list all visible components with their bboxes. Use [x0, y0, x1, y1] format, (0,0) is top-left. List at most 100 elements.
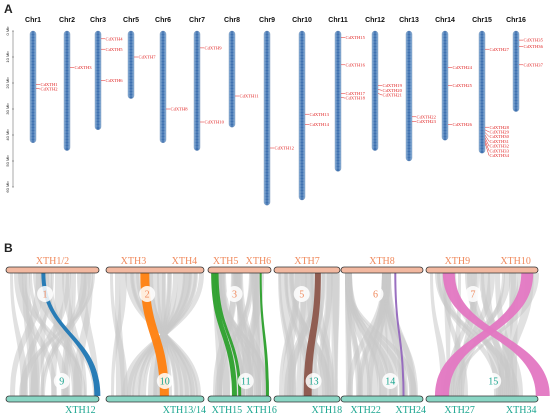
- chromosome-chr6: Chr6 CdXTH8: [155, 17, 188, 144]
- chromosome-chr8: Chr8 CdXTH11: [224, 17, 260, 128]
- top-segment: [207, 266, 272, 274]
- bottom-pair-number: 9: [59, 377, 64, 388]
- gene-label: CdXTH3: [75, 65, 93, 70]
- top-gene-label: XTH9: [445, 256, 471, 267]
- background-ribbon: [240, 273, 264, 396]
- highlight-ribbon: [211, 273, 237, 396]
- synteny-block-5: XTH8 XTH22 XTH24 6 14: [340, 256, 426, 416]
- pair-number-badge: [465, 286, 482, 302]
- gene-label: CdXTH24: [453, 65, 473, 70]
- top-gene-label: XTH10: [500, 256, 531, 267]
- gene-label: CdXTH6: [106, 78, 124, 83]
- background-ribbon: [111, 273, 127, 396]
- bottom-gene-label: XTH12: [65, 405, 96, 416]
- chromosome-label: Chr14: [435, 17, 455, 24]
- bottom-segment: [105, 395, 205, 403]
- bottom-pair-number: 14: [385, 377, 395, 388]
- gene-label: CdXTH36: [524, 44, 544, 49]
- scale-label: 40 Mb: [5, 129, 10, 141]
- gene-marker: [377, 93, 383, 96]
- gene-label: CdXTH10: [205, 120, 225, 125]
- bottom-gene-label: XTH24: [395, 405, 426, 416]
- background-ribbon: [435, 273, 519, 396]
- top-pair-number: 2: [145, 290, 150, 301]
- chromosome-label: Chr10: [292, 17, 312, 24]
- gene-label: CdXTH37: [524, 62, 544, 67]
- top-segment: [340, 266, 424, 274]
- chromosome-label: Chr2: [59, 17, 75, 24]
- background-ribbon: [345, 273, 387, 396]
- chromosome-bar: [371, 30, 379, 151]
- chromosome-chr7: Chr7 CdXTH9 CdXTH10: [189, 17, 225, 151]
- top-pair-number: 6: [373, 290, 378, 301]
- gene-label: CdXTH11: [240, 94, 260, 99]
- gene-label: CdXTH7: [139, 55, 157, 60]
- scale-label: 0 Mb: [5, 26, 10, 36]
- bottom-gene-label: XTH16: [246, 405, 277, 416]
- scale-label: 50 Mb: [5, 155, 10, 167]
- top-gene-label: XTH5: [213, 256, 239, 267]
- chromosome-bar: [441, 30, 449, 141]
- background-ribbon: [430, 273, 448, 396]
- pair-number-badge: [156, 373, 173, 389]
- chromosome-bar: [478, 30, 486, 154]
- gene-label: CdXTH2: [41, 87, 59, 92]
- top-segment: [425, 266, 539, 274]
- highlight-ribbon: [394, 273, 405, 396]
- background-ribbon: [18, 273, 86, 396]
- bottom-pair-number: 15: [488, 377, 498, 388]
- synteny-block-2: XTH3 XTH4 XTH13/14 2 10: [105, 256, 206, 416]
- gene-label: CdXTH30: [490, 134, 510, 139]
- highlight-ribbon: [140, 273, 169, 396]
- gene-label: CdXTH23: [417, 119, 437, 124]
- gene-label: CdXTH20: [383, 88, 403, 93]
- chromosome-label: Chr8: [224, 17, 240, 24]
- gene-label: CdXTH31: [490, 139, 510, 144]
- top-segment: [105, 266, 205, 274]
- background-ribbon: [442, 273, 468, 396]
- gene-label: CdXTH35: [524, 38, 544, 43]
- chromosome-bar: [334, 30, 342, 172]
- pair-number-badge: [305, 373, 322, 389]
- synteny-block-1: XTH1/2 XTH12 1 9: [5, 256, 101, 416]
- scale-label: 60 Mb: [5, 181, 10, 193]
- gene-label: CdXTH4: [106, 36, 124, 41]
- top-pair-number: 3: [232, 290, 237, 301]
- chromosome-bar: [63, 30, 71, 151]
- pair-number-badge: [226, 286, 243, 302]
- top-pair-number: 5: [299, 290, 304, 301]
- chromosome-chr2: Chr2 CdXTH3: [59, 17, 92, 151]
- pair-number-badge: [139, 286, 156, 302]
- gene-label: CdXTH28: [490, 125, 510, 130]
- bottom-gene-label: XTH18: [312, 405, 343, 416]
- chromosome-label: Chr5: [123, 17, 139, 24]
- chromosome-label: Chr3: [90, 17, 106, 24]
- chromosome-label: Chr16: [506, 17, 526, 24]
- chromosome-label: Chr9: [259, 17, 275, 24]
- top-gene-label: XTH3: [121, 256, 147, 267]
- synteny-block-4: XTH7 XTH18 5 13: [273, 256, 343, 416]
- background-ribbon: [320, 273, 332, 396]
- chromosome-bar: [263, 30, 271, 206]
- bottom-segment: [273, 395, 341, 403]
- gene-marker: [484, 132, 490, 137]
- bottom-segment: [5, 395, 100, 403]
- bottom-gene-label: XTH27: [444, 405, 475, 416]
- gene-marker: [377, 89, 383, 91]
- chromosome-chr3: Chr3 CdXTH4 CdXTH5 CdXTH6: [90, 17, 124, 131]
- pair-number-badge: [293, 286, 310, 302]
- gene-label: CdXTH25: [453, 83, 473, 88]
- pair-number-badge: [382, 373, 399, 389]
- panel-a-label: A: [4, 2, 13, 16]
- synteny-block-3: XTH5 XTH6 XTH15 XTH16 3 11: [207, 256, 277, 416]
- gene-label: CdXTH33: [490, 148, 510, 153]
- bottom-segment: [207, 395, 272, 403]
- gene-label: CdXTH9: [205, 46, 223, 51]
- bottom-gene-label: XTH13/14: [163, 405, 206, 416]
- top-pair-number: 7: [471, 290, 476, 301]
- bottom-gene-label: XTH34: [506, 405, 537, 416]
- highlight-ribbon: [442, 273, 550, 396]
